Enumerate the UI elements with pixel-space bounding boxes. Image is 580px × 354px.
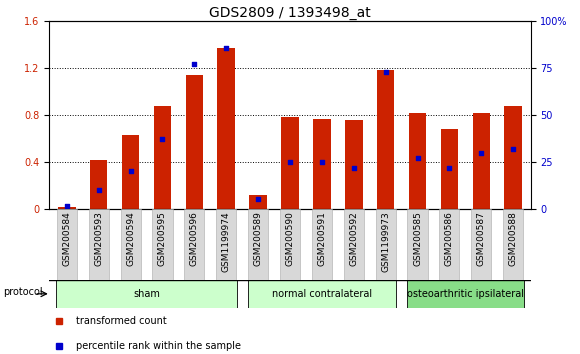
Bar — [186, 75, 203, 209]
Text: GSM200596: GSM200596 — [190, 211, 199, 266]
Bar — [503, 209, 523, 280]
Point — [285, 159, 295, 165]
Text: GSM200590: GSM200590 — [285, 211, 295, 266]
Bar — [89, 209, 109, 280]
Bar — [440, 209, 459, 280]
Bar — [280, 209, 300, 280]
Bar — [57, 209, 77, 280]
Point — [477, 150, 486, 155]
Bar — [505, 105, 522, 209]
Text: GSM200589: GSM200589 — [253, 211, 263, 266]
Bar — [56, 280, 237, 308]
Title: GDS2809 / 1393498_at: GDS2809 / 1393498_at — [209, 6, 371, 20]
Bar — [184, 209, 204, 280]
Bar — [153, 209, 172, 280]
Point — [222, 45, 231, 50]
Text: GSM200585: GSM200585 — [413, 211, 422, 266]
Bar — [216, 209, 236, 280]
Bar — [154, 105, 171, 209]
Text: GSM1199973: GSM1199973 — [381, 211, 390, 272]
Point — [253, 197, 263, 202]
Text: normal contralateral: normal contralateral — [272, 289, 372, 299]
Text: GSM200593: GSM200593 — [94, 211, 103, 266]
Bar — [376, 209, 396, 280]
Bar — [90, 160, 107, 209]
Bar — [281, 118, 299, 209]
Bar — [249, 195, 267, 209]
Point — [381, 69, 390, 75]
Text: GSM200587: GSM200587 — [477, 211, 486, 266]
Point — [190, 62, 199, 67]
Point — [62, 203, 71, 209]
Point — [94, 187, 103, 193]
Point — [349, 165, 358, 170]
Text: percentile rank within the sample: percentile rank within the sample — [76, 341, 241, 351]
Bar — [407, 280, 524, 308]
Text: GSM200586: GSM200586 — [445, 211, 454, 266]
Bar — [409, 113, 426, 209]
Point — [413, 155, 422, 161]
Point — [158, 137, 167, 142]
Point — [509, 146, 518, 152]
Bar — [441, 129, 458, 209]
Text: osteoarthritic ipsilateral: osteoarthritic ipsilateral — [407, 289, 524, 299]
Text: protocol: protocol — [3, 287, 42, 297]
Bar — [377, 70, 394, 209]
Point — [317, 159, 327, 165]
Bar — [122, 135, 139, 209]
Bar — [345, 120, 362, 209]
Bar — [408, 209, 427, 280]
Bar — [121, 209, 140, 280]
Text: sham: sham — [133, 289, 160, 299]
Point — [445, 165, 454, 170]
Text: GSM200591: GSM200591 — [317, 211, 327, 266]
Text: GSM200594: GSM200594 — [126, 211, 135, 266]
Bar — [248, 209, 268, 280]
Bar — [218, 48, 235, 209]
Text: GSM1199974: GSM1199974 — [222, 211, 231, 272]
Bar — [58, 206, 75, 209]
Point — [126, 169, 135, 174]
Text: GSM200595: GSM200595 — [158, 211, 167, 266]
Text: GSM200592: GSM200592 — [349, 211, 358, 266]
Bar — [344, 209, 364, 280]
Bar — [471, 209, 491, 280]
Bar — [248, 280, 396, 308]
Text: GSM200588: GSM200588 — [509, 211, 518, 266]
Bar — [313, 119, 331, 209]
Bar — [312, 209, 332, 280]
Text: transformed count: transformed count — [76, 316, 166, 326]
Bar — [473, 113, 490, 209]
Text: GSM200584: GSM200584 — [62, 211, 71, 266]
